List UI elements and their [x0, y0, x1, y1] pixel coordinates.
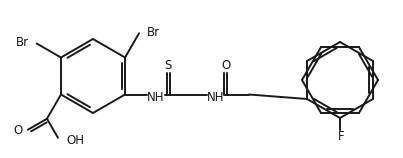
Text: Br: Br [147, 26, 160, 39]
Text: S: S [164, 59, 172, 72]
Text: OH: OH [66, 134, 84, 147]
Text: Br: Br [16, 36, 29, 49]
Text: O: O [14, 124, 23, 137]
Text: O: O [221, 59, 231, 72]
Text: NH: NH [207, 91, 225, 104]
Text: NH: NH [147, 91, 165, 104]
Text: F: F [338, 131, 344, 143]
